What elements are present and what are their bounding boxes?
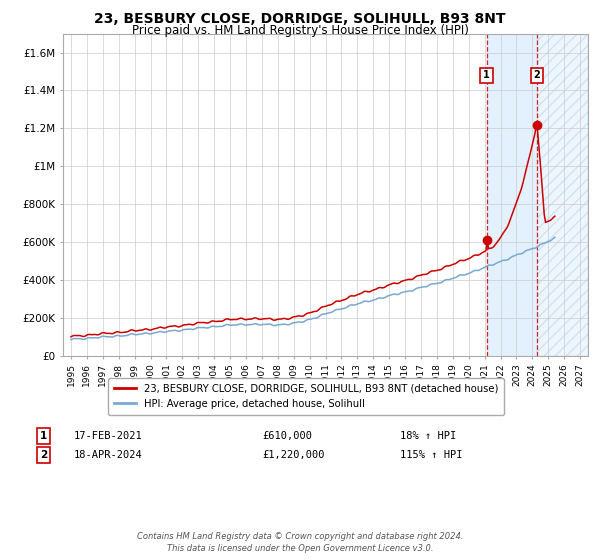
Text: 115% ↑ HPI: 115% ↑ HPI [400,450,463,460]
Bar [537,34,588,356]
Text: 1: 1 [40,431,47,441]
Text: 2: 2 [533,70,541,80]
Bar [487,34,537,356]
Text: 23, BESBURY CLOSE, DORRIDGE, SOLIHULL, B93 8NT: 23, BESBURY CLOSE, DORRIDGE, SOLIHULL, B… [94,12,506,26]
Text: 18-APR-2024: 18-APR-2024 [74,450,143,460]
Text: 17-FEB-2021: 17-FEB-2021 [74,431,143,441]
Text: £1,220,000: £1,220,000 [262,450,325,460]
Text: Price paid vs. HM Land Registry's House Price Index (HPI): Price paid vs. HM Land Registry's House … [131,24,469,36]
Text: Contains HM Land Registry data © Crown copyright and database right 2024.
This d: Contains HM Land Registry data © Crown c… [137,533,463,553]
Text: 18% ↑ HPI: 18% ↑ HPI [400,431,456,441]
Legend: 23, BESBURY CLOSE, DORRIDGE, SOLIHULL, B93 8NT (detached house), HPI: Average pr: 23, BESBURY CLOSE, DORRIDGE, SOLIHULL, B… [108,377,504,415]
Text: £610,000: £610,000 [262,431,312,441]
Text: 2: 2 [40,450,47,460]
Text: 1: 1 [483,70,490,80]
